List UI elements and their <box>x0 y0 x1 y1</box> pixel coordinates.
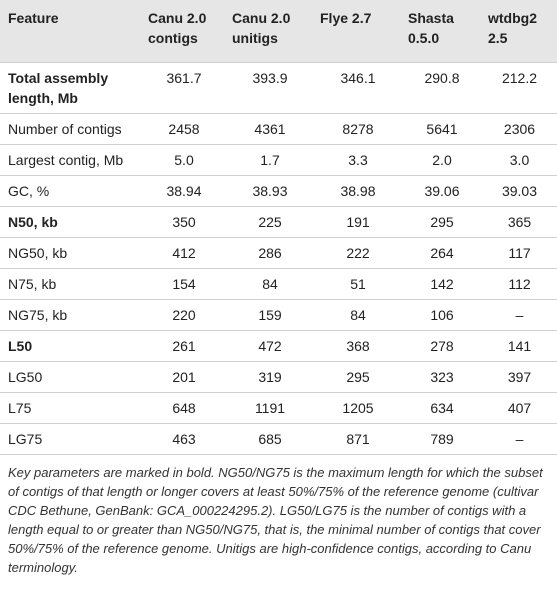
value-cell: 350 <box>142 206 226 238</box>
value-cell: – <box>482 423 557 455</box>
feature-cell: LG50 <box>0 361 142 393</box>
value-cell: 290.8 <box>402 62 482 114</box>
table-row: Total assembly length, Mb 361.7 393.9 346.1… <box>0 62 557 114</box>
value-cell: 278 <box>402 330 482 362</box>
value-cell: 39.06 <box>402 175 482 207</box>
value-cell: 397 <box>482 361 557 393</box>
column-header: Flye 2.7 <box>314 0 402 63</box>
feature-cell: N50, kb <box>0 206 142 238</box>
value-cell: – <box>482 299 557 331</box>
value-cell: 3.0 <box>482 144 557 176</box>
value-cell: 634 <box>402 392 482 424</box>
table-row: LG75 463 685 871 789– <box>0 423 557 455</box>
value-cell: 2.0 <box>402 144 482 176</box>
value-cell: 8278 <box>314 113 402 145</box>
feature-cell: L50 <box>0 330 142 362</box>
feature-cell: LG75 <box>0 423 142 455</box>
value-cell: 112 <box>482 268 557 300</box>
value-cell: 412 <box>142 237 226 269</box>
feature-cell: NG50, kb <box>0 237 142 269</box>
table-row: L75 648 1191 1205 634 407 <box>0 392 557 424</box>
feature-cell: Number of contigs <box>0 113 142 145</box>
table-row: Largest contig, Mb 5.0 1.7 3.3 2.0 3.0 <box>0 144 557 176</box>
value-cell: 319 <box>226 361 314 393</box>
value-cell: 141 <box>482 330 557 362</box>
value-cell: 3.3 <box>314 144 402 176</box>
value-cell: 220 <box>142 299 226 331</box>
value-cell: 286 <box>226 237 314 269</box>
value-cell: 295 <box>402 206 482 238</box>
value-cell: 685 <box>226 423 314 455</box>
value-cell: 5641 <box>402 113 482 145</box>
value-cell: 38.94 <box>142 175 226 207</box>
value-cell: 1.7 <box>226 144 314 176</box>
value-cell: 201 <box>142 361 226 393</box>
value-cell: 212.2 <box>482 62 557 114</box>
feature-cell: L75 <box>0 392 142 424</box>
value-cell: 295 <box>314 361 402 393</box>
value-cell: 261 <box>142 330 226 362</box>
value-cell: 142 <box>402 268 482 300</box>
value-cell: 2458 <box>142 113 226 145</box>
column-header: Shasta 0.5.0 <box>402 0 482 63</box>
table-row: GC, % 38.94 38.93 38.98 39.06 39.03 <box>0 175 557 207</box>
value-cell: 51 <box>314 268 402 300</box>
column-header: Canu 2.0 unitigs <box>226 0 314 63</box>
feature-cell: GC, % <box>0 175 142 207</box>
value-cell: 323 <box>402 361 482 393</box>
value-cell: 117 <box>482 237 557 269</box>
feature-cell: Largest contig, Mb <box>0 144 142 176</box>
feature-cell: Total assembly length, Mb <box>0 62 142 114</box>
value-cell: 84 <box>314 299 402 331</box>
caption: Key parameters are marked in bold. NG50/… <box>8 465 543 575</box>
value-cell: 393.9 <box>226 62 314 114</box>
table-row: N50, kb 350 225 191 295 365 <box>0 206 557 238</box>
table-row: L50 261 472 368 278 141 <box>0 330 557 362</box>
value-cell: 361.7 <box>142 62 226 114</box>
value-cell: 222 <box>314 237 402 269</box>
table-row: N75, kb 154 84 51 142 112 <box>0 268 557 300</box>
value-cell: 1191 <box>226 392 314 424</box>
value-cell: 39.03 <box>482 175 557 207</box>
value-cell: 368 <box>314 330 402 362</box>
value-cell: 84 <box>226 268 314 300</box>
value-cell: 159 <box>226 299 314 331</box>
column-header: wtdbg2 2.5 <box>482 0 557 63</box>
value-cell: 407 <box>482 392 557 424</box>
table-row: LG50 201 319 295 323 397 <box>0 361 557 393</box>
value-cell: 871 <box>314 423 402 455</box>
value-cell: 463 <box>142 423 226 455</box>
value-cell: 225 <box>226 206 314 238</box>
table-row: NG75, kb 220 159 84 106– <box>0 299 557 331</box>
value-cell: 789 <box>402 423 482 455</box>
value-cell: 5.0 <box>142 144 226 176</box>
value-cell: 648 <box>142 392 226 424</box>
header-row: Feature Canu 2.0 contigs Canu 2.0 unitigs F… <box>0 0 557 63</box>
value-cell: 38.98 <box>314 175 402 207</box>
value-cell: 154 <box>142 268 226 300</box>
value-cell: 2306 <box>482 113 557 145</box>
column-header: Canu 2.0 contigs <box>142 0 226 63</box>
value-cell: 346.1 <box>314 62 402 114</box>
table-row: Number of contigs 2458 4361 8278 5641 2306 <box>0 113 557 145</box>
value-cell: 4361 <box>226 113 314 145</box>
value-cell: 106 <box>402 299 482 331</box>
column-header: Feature <box>0 0 142 63</box>
table-row: NG50, kb 412 286 222 264 117 <box>0 237 557 269</box>
value-cell: 365 <box>482 206 557 238</box>
feature-cell: NG75, kb <box>0 299 142 331</box>
value-cell: 1205 <box>314 392 402 424</box>
value-cell: 264 <box>402 237 482 269</box>
value-cell: 38.93 <box>226 175 314 207</box>
feature-cell: N75, kb <box>0 268 142 300</box>
table-body: Total assembly length, Mb 361.7 393.9 346.1… <box>0 62 557 455</box>
value-cell: 191 <box>314 206 402 238</box>
value-cell: 472 <box>226 330 314 362</box>
results-table: Feature Canu 2.0 contigs Canu 2.0 unitigs F… <box>0 0 557 455</box>
table-header: Feature Canu 2.0 contigs Canu 2.0 unitigs F… <box>0 0 557 63</box>
